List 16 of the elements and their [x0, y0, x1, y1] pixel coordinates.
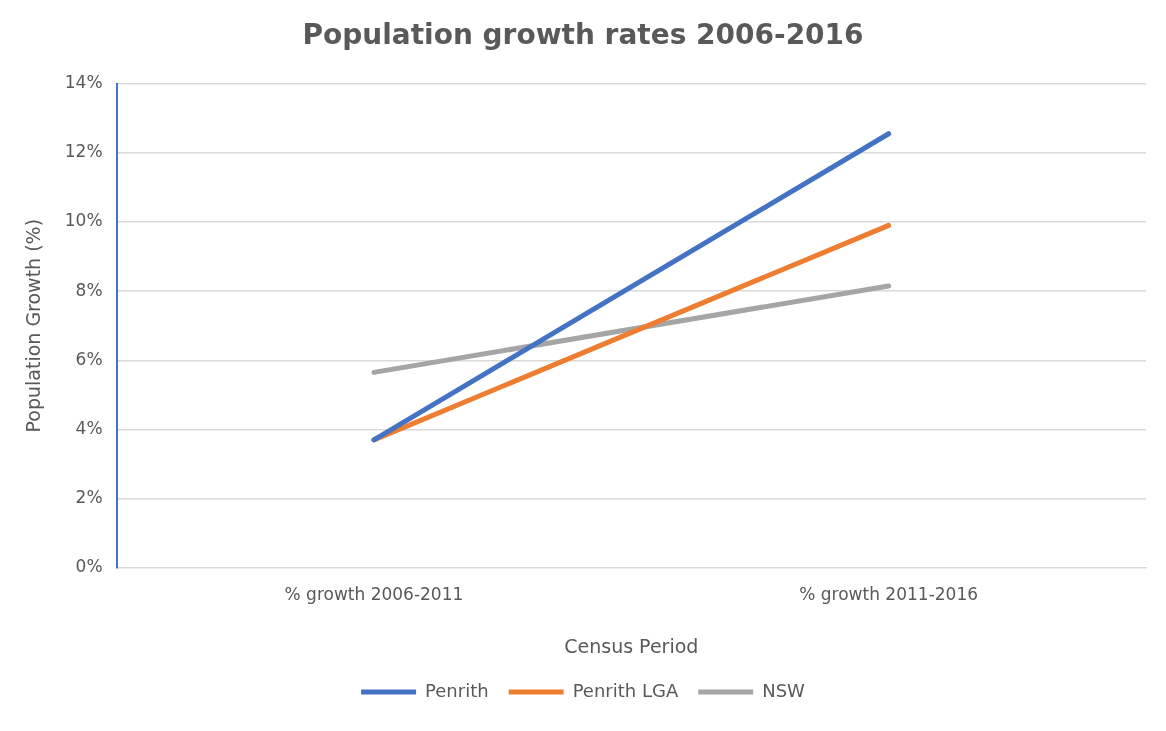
y-tick-label: 14%: [64, 72, 103, 93]
y-tick-label: 12%: [64, 141, 103, 162]
y-tick-label: 2%: [75, 487, 103, 508]
y-tick-label: 8%: [75, 279, 103, 300]
y-tick-label: 10%: [64, 210, 103, 231]
legend-label: NSW: [762, 679, 806, 701]
y-tick-label: 0%: [75, 556, 103, 577]
legend-label: Penrith: [425, 679, 489, 701]
x-tick-label: % growth 2011-2016: [799, 584, 979, 605]
y-tick-label: 6%: [75, 348, 103, 369]
y-axis-title: Population Growth (%): [22, 218, 45, 433]
y-tick-label: 4%: [75, 417, 103, 438]
legend-label: Penrith LGA: [572, 679, 679, 701]
chart-title: Population growth rates 2006-2016: [302, 18, 864, 52]
x-axis-title: Census Period: [564, 634, 699, 657]
x-tick-label: % growth 2006-2011: [284, 584, 464, 605]
